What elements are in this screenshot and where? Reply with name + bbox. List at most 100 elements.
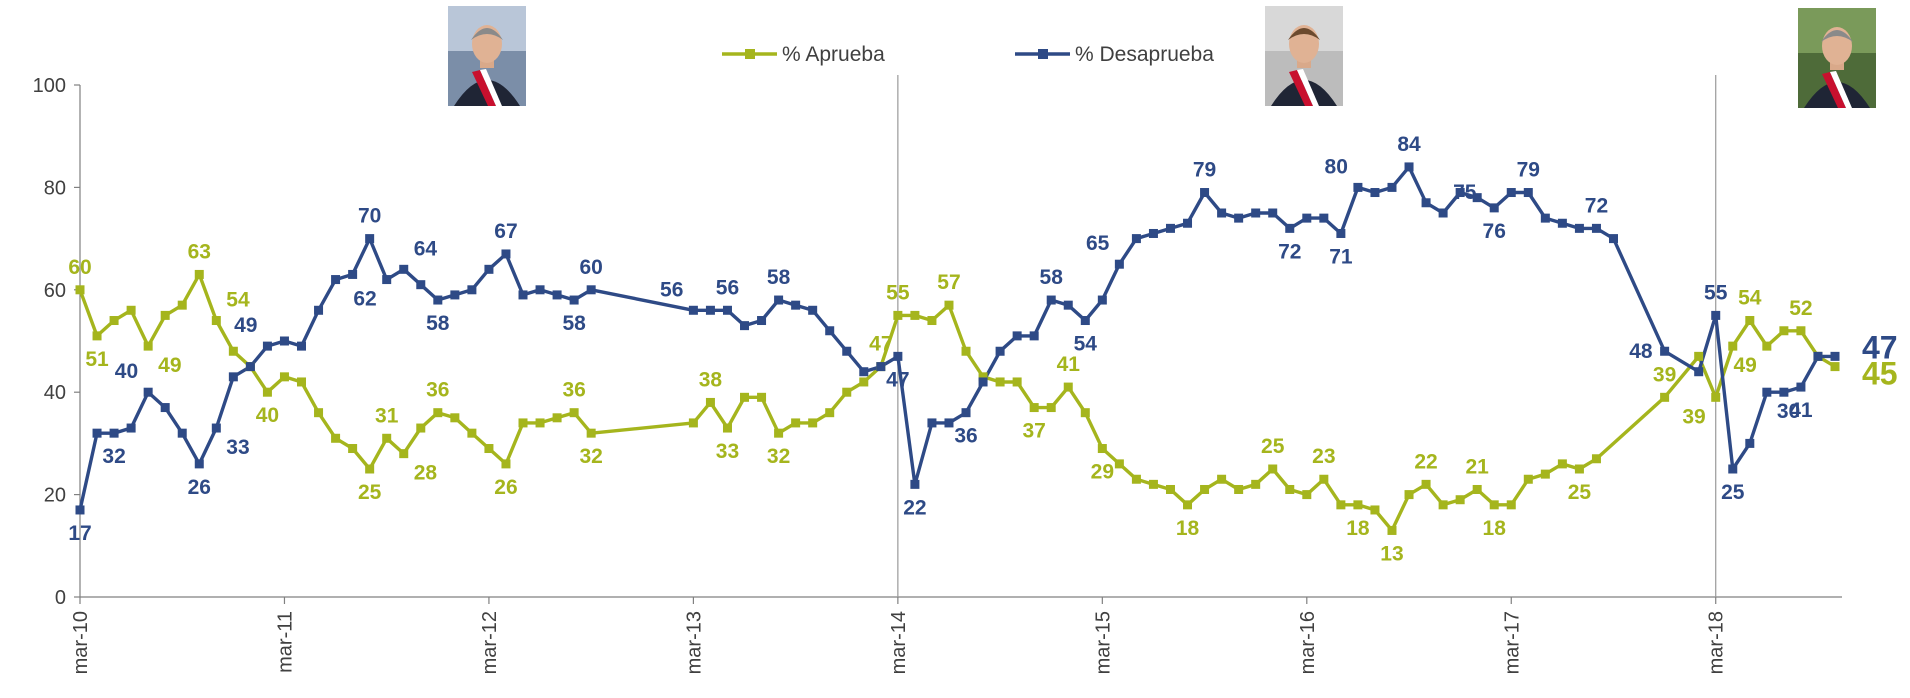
data-point bbox=[1745, 316, 1755, 326]
data-point bbox=[740, 392, 750, 402]
data-point bbox=[109, 428, 119, 438]
data-point bbox=[143, 341, 153, 351]
data-point bbox=[382, 275, 392, 285]
data-point bbox=[1353, 500, 1363, 510]
data-point bbox=[825, 408, 835, 418]
data-point bbox=[825, 326, 835, 336]
data-point bbox=[842, 387, 852, 397]
data-point bbox=[1779, 387, 1789, 397]
data-point bbox=[1097, 444, 1107, 454]
data-label: 36 bbox=[562, 379, 585, 402]
data-point bbox=[211, 423, 221, 433]
data-label: 18 bbox=[1176, 517, 1200, 540]
data-label: 25 bbox=[358, 481, 382, 504]
data-point bbox=[92, 331, 102, 341]
series-markers bbox=[75, 162, 1840, 535]
data-point bbox=[1183, 218, 1193, 228]
data-label: 25 bbox=[1261, 435, 1285, 458]
data-point bbox=[1694, 351, 1704, 361]
legend: % Aprueba % Desaprueba bbox=[722, 43, 1214, 66]
data-point bbox=[348, 269, 358, 279]
x-tick-label: mar-11 bbox=[274, 611, 296, 673]
data-point bbox=[1285, 223, 1295, 233]
data-point bbox=[1029, 331, 1039, 341]
data-point bbox=[1234, 484, 1244, 494]
data-point bbox=[1183, 500, 1193, 510]
data-point bbox=[450, 413, 460, 423]
legend-label: % Aprueba bbox=[782, 43, 885, 66]
data-point bbox=[1080, 408, 1090, 418]
data-point bbox=[1574, 464, 1584, 474]
portrait-hair bbox=[471, 28, 503, 40]
data-point bbox=[1285, 484, 1295, 494]
data-point bbox=[774, 428, 784, 438]
y-tick-label: 60 bbox=[44, 280, 66, 302]
data-point bbox=[1830, 362, 1840, 372]
data-label: 25 bbox=[1568, 481, 1592, 504]
data-point bbox=[518, 290, 528, 300]
data-point bbox=[808, 305, 818, 315]
data-point bbox=[365, 464, 375, 474]
data-point bbox=[75, 285, 85, 295]
data-point bbox=[1830, 351, 1840, 361]
data-point bbox=[757, 316, 767, 326]
data-point bbox=[109, 316, 119, 326]
data-point bbox=[569, 408, 579, 418]
data-point bbox=[126, 423, 136, 433]
data-point bbox=[1796, 382, 1806, 392]
data-label: 33 bbox=[226, 436, 249, 459]
data-label: 71 bbox=[1329, 245, 1353, 268]
data-point bbox=[228, 372, 238, 382]
y-tick-label: 40 bbox=[44, 382, 66, 404]
data-label: 64 bbox=[414, 237, 438, 260]
data-point bbox=[1319, 213, 1329, 223]
data-point bbox=[1370, 505, 1380, 515]
data-point bbox=[1694, 367, 1704, 377]
data-point bbox=[1012, 377, 1022, 387]
data-point bbox=[484, 264, 494, 274]
data-point bbox=[722, 423, 732, 433]
data-point bbox=[279, 372, 289, 382]
data-point bbox=[859, 367, 869, 377]
data-point bbox=[1540, 469, 1550, 479]
data-label: 41 bbox=[1789, 399, 1813, 422]
data-label: 58 bbox=[426, 312, 450, 335]
data-label: 62 bbox=[353, 288, 376, 311]
data-point bbox=[160, 403, 170, 413]
axes: 0 20 40 60 80 100 mar-10 mar-11 mar-12 mar-13 mar-… bbox=[33, 75, 1842, 674]
data-point bbox=[688, 418, 698, 428]
data-point bbox=[978, 372, 988, 382]
data-point bbox=[1251, 479, 1261, 489]
data-point bbox=[1370, 188, 1380, 198]
portrait-hair bbox=[1821, 30, 1853, 42]
portrait-sash bbox=[1289, 70, 1313, 106]
data-point bbox=[1540, 213, 1550, 223]
data-point bbox=[705, 305, 715, 315]
data-point bbox=[228, 346, 238, 356]
data-point bbox=[1489, 203, 1499, 213]
data-label: 18 bbox=[1346, 517, 1370, 540]
data-label: 55 bbox=[1704, 281, 1728, 304]
data-point bbox=[297, 341, 307, 351]
portrait-2 bbox=[1265, 6, 1343, 106]
data-label: 41 bbox=[1057, 353, 1081, 376]
data-point bbox=[1557, 218, 1567, 228]
data-point bbox=[586, 428, 596, 438]
data-point bbox=[245, 362, 255, 372]
data-point bbox=[314, 305, 324, 315]
data-label: 32 bbox=[767, 445, 790, 468]
data-point bbox=[944, 418, 954, 428]
data-point bbox=[1472, 193, 1482, 203]
x-tick-label: mar-18 bbox=[1706, 611, 1728, 674]
data-point bbox=[1080, 316, 1090, 326]
data-point bbox=[1472, 484, 1482, 494]
data-point bbox=[1660, 346, 1670, 356]
data-point bbox=[910, 310, 920, 320]
data-label: 60 bbox=[579, 256, 602, 279]
data-label: 36 bbox=[426, 379, 449, 402]
data-label: 76 bbox=[1483, 220, 1506, 243]
data-point bbox=[1711, 310, 1721, 320]
data-point bbox=[791, 300, 801, 310]
data-point bbox=[1813, 351, 1823, 361]
data-point bbox=[1200, 484, 1210, 494]
